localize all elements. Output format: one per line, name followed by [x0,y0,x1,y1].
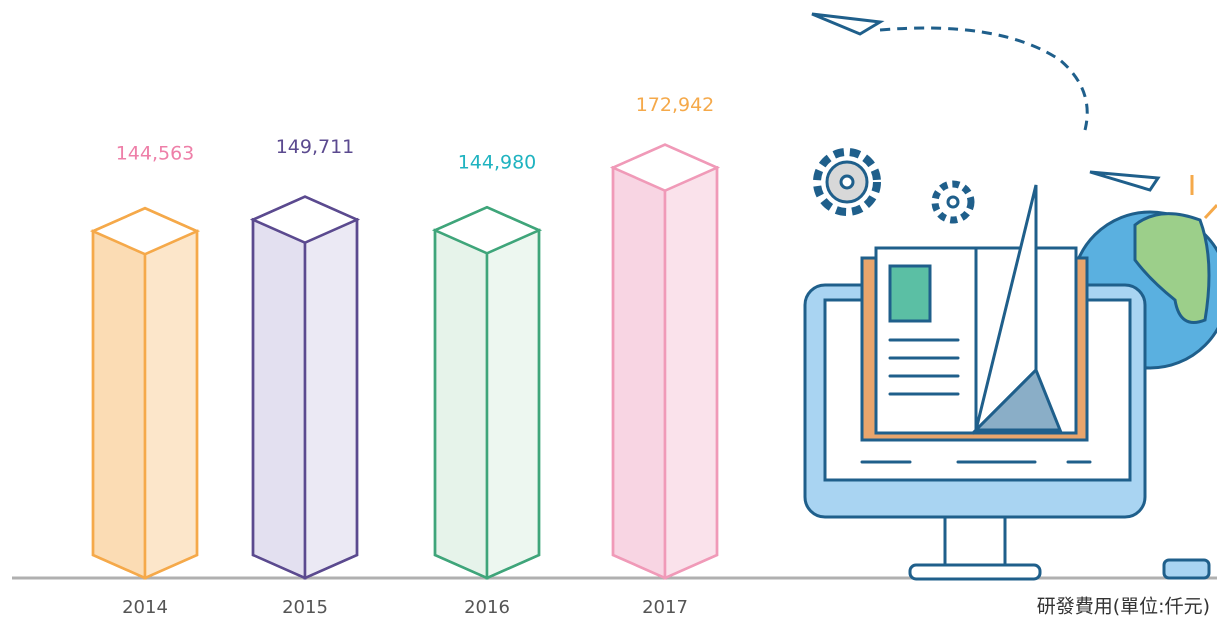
bar-left-face [91,229,147,580]
bar-right-face [303,217,359,580]
x-tick-label: 2014 [122,597,168,618]
x-tick-label: 2017 [642,597,688,618]
bar-right-face [485,228,541,580]
bar-right-face [143,229,199,580]
bar-left-face [433,228,489,580]
bar [91,206,199,580]
bar-left-face [251,217,307,580]
x-tick-label: 2015 [282,597,328,618]
value-label: 172,942 [636,94,715,116]
bar-left-face [611,165,667,580]
bar-right-face [663,165,719,580]
bar [611,143,719,580]
illustration [803,12,1217,581]
value-label: 144,563 [116,143,195,165]
value-label: 144,980 [458,152,537,174]
value-label: 149,711 [276,136,355,158]
unit-note: 研發費用(單位:仟元) [1037,596,1210,618]
x-tick-label: 2016 [464,597,510,618]
bar [251,195,359,580]
bar [433,205,541,580]
